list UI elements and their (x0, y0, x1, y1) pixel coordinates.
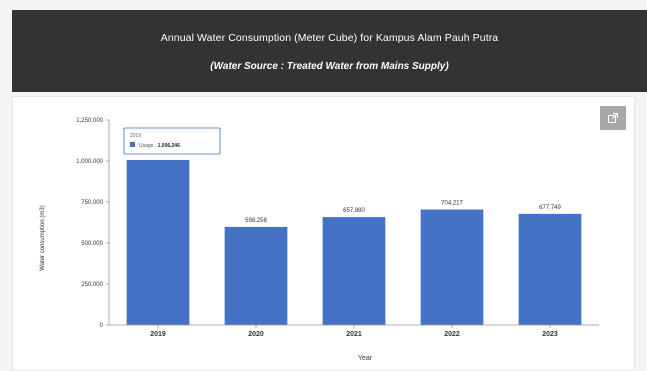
bar-2021[interactable] (322, 217, 386, 325)
x-tick-label: 2021 (346, 331, 362, 338)
tooltip-series: Usage (139, 143, 154, 149)
bar-2019[interactable] (126, 159, 190, 325)
y-tick-label: 1,000,000 (76, 159, 103, 165)
x-tick-label: 2023 (542, 331, 558, 338)
export-icon (608, 113, 618, 123)
y-axis: 0 250,000 500,000 750,000 1,000,000 1,250,000 (76, 118, 110, 329)
chart-subtitle: (Water Source : Treated Water from Mains… (210, 61, 449, 72)
bar-2020[interactable] (224, 226, 288, 325)
y-tick-label: 500,000 (81, 241, 103, 247)
x-tick-label: 2022 (444, 331, 460, 338)
svg-text:Usage : 1,006,246: Usage : 1,006,246 (139, 143, 180, 149)
bar-2022[interactable] (420, 209, 484, 325)
bars: 598,258 657,880 704,217 677,749 (126, 159, 582, 325)
chart-title: Annual Water Consumption (Meter Cube) fo… (160, 32, 499, 44)
chart-header: Annual Water Consumption (Meter Cube) fo… (12, 10, 647, 92)
y-axis-label: Water consumption (m3) (40, 205, 46, 270)
data-label-2021: 657,880 (343, 208, 365, 214)
y-tick-label: 0 (100, 323, 104, 329)
tooltip-swatch (130, 142, 135, 147)
x-tick-label: 2019 (150, 331, 166, 338)
tooltip: 2019 Usage : 1,006,246 (123, 127, 221, 155)
bar-chart: 0 250,000 500,000 750,000 1,000,000 1,250,000… (40, 118, 599, 362)
y-tick-label: 250,000 (81, 282, 103, 288)
x-axis-label: Year (358, 355, 373, 362)
bar-2023[interactable] (518, 213, 582, 325)
x-axis: 2019 2020 2021 2022 2023 (109, 324, 599, 338)
tooltip-year: 2019 (130, 133, 141, 139)
y-tick-label: 750,000 (81, 200, 103, 206)
data-label-2022: 704,217 (441, 201, 463, 207)
export-button[interactable] (600, 106, 626, 130)
data-label-2020: 598,258 (245, 218, 267, 224)
x-tick-label: 2020 (248, 331, 264, 338)
y-tick-label: 1,250,000 (76, 118, 103, 124)
data-label-2023: 677,749 (539, 205, 561, 211)
tooltip-value: 1,006,246 (158, 143, 180, 149)
